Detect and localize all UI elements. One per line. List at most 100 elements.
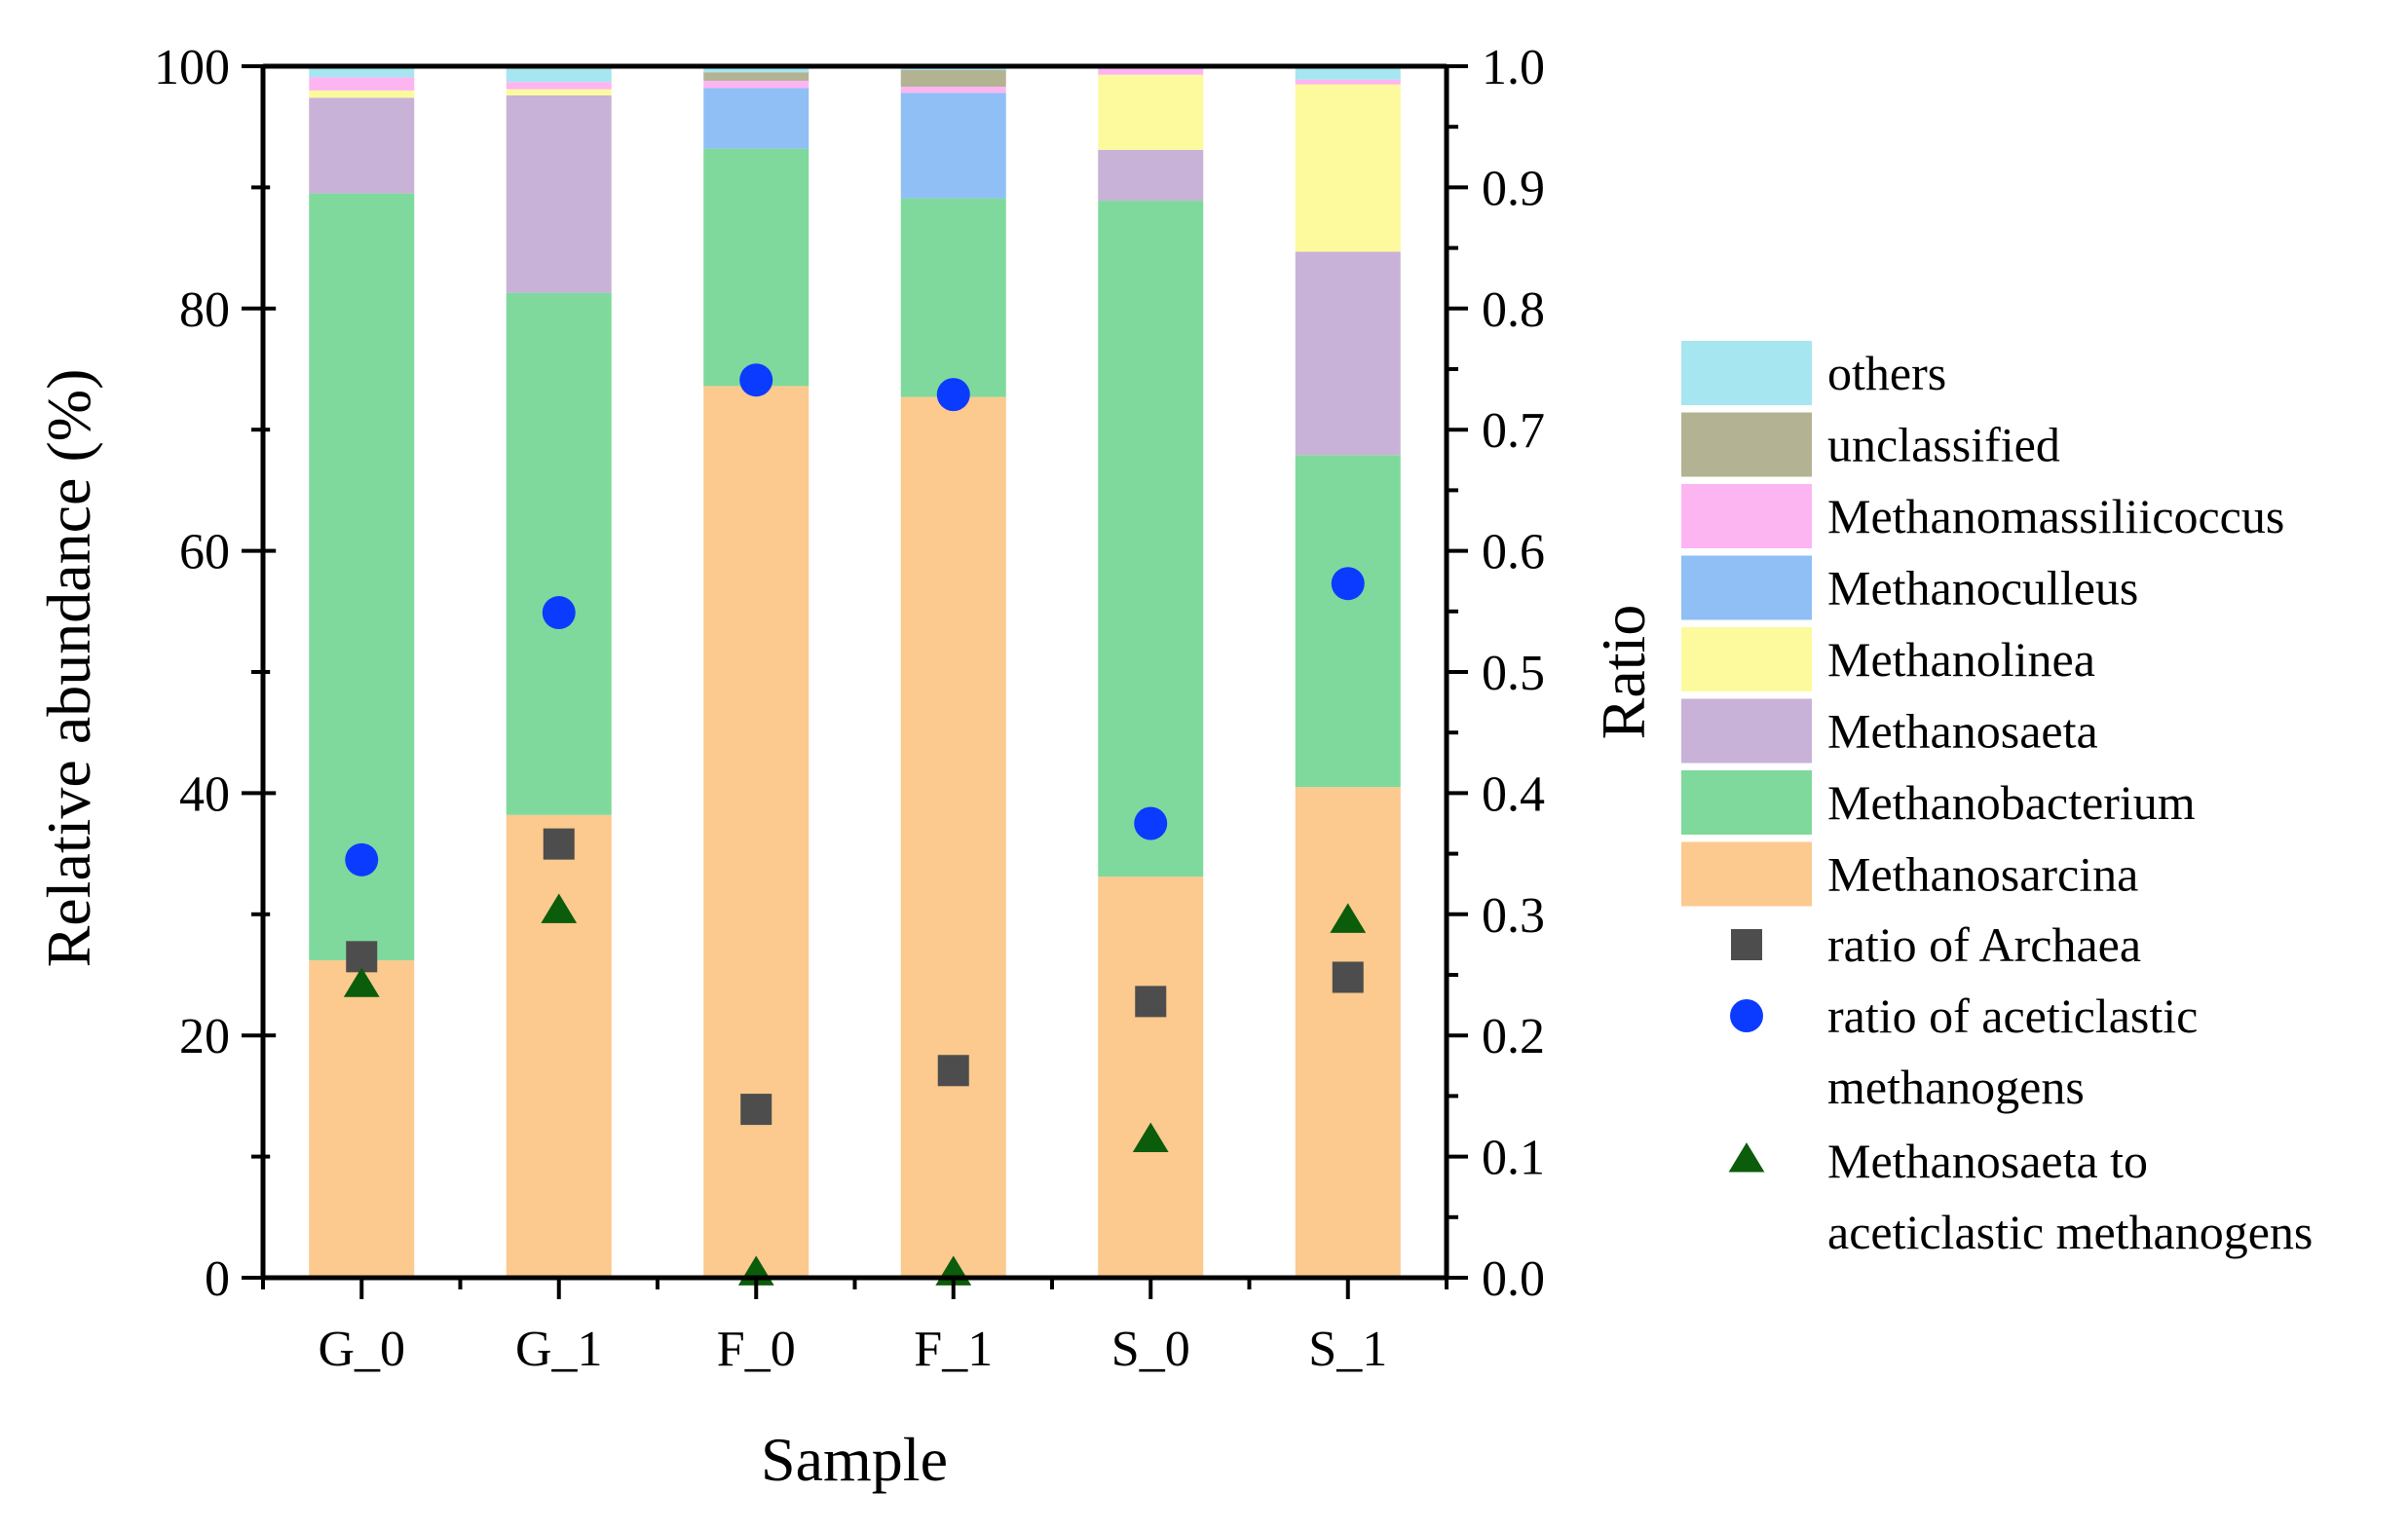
bar-segment-methanosaeta-s-0	[1098, 149, 1204, 202]
marker-methanosaeta-to-aceticlastic-methanogens-s-1	[1330, 903, 1367, 933]
axes-layer: 0 20 40 60 80 100 0.0 0.1 0.2 0.3 0.4 0.5 0.6 0.7 0.8 0…	[154, 40, 1545, 1377]
legend-label-others: others	[1827, 346, 1946, 400]
y2-axis-title: Ratio	[1589, 605, 1658, 740]
legend-swatch-others	[1681, 341, 1812, 405]
legend-marker-ratio-of-archaea	[1731, 929, 1762, 960]
bar-segment-methanosarcina-g-0	[309, 960, 415, 1278]
marker-ratio-of-archaea-s-0	[1135, 986, 1167, 1018]
bar-segment-methanolinea-s-0	[1098, 74, 1204, 150]
bar-segment-methanomassiliicoccus-g-1	[506, 82, 612, 90]
y-tick-label: 20	[179, 1009, 230, 1064]
y2-tick-label: 0.1	[1482, 1131, 1545, 1186]
bar-segment-methanobacterium-f-0	[703, 148, 809, 387]
legend-swatch-methanobacterium	[1681, 770, 1812, 835]
bar-segment-methanosarcina-s-0	[1098, 876, 1204, 1278]
legend-swatch-methanoculleus	[1681, 555, 1812, 620]
bar-segment-others-g-1	[506, 66, 612, 83]
marker-ratio-of-aceticlastic-methanogens-g-1	[542, 596, 576, 630]
bar-segment-methanosaeta-g-0	[309, 97, 415, 194]
x-tick-label-f-0: F_0	[717, 1322, 796, 1377]
bar-segment-methanosarcina-f-1	[900, 396, 1006, 1278]
marker-ratio-of-aceticlastic-methanogens-g-0	[345, 842, 379, 876]
legend-label-ratio-of-archaea-line1: ratio of Archaea	[1827, 917, 2141, 972]
bar-segment-others-g-0	[309, 66, 415, 78]
marker-methanosaeta-to-aceticlastic-methanogens-g-1	[541, 893, 578, 923]
y2-tick-label: 0.8	[1482, 282, 1545, 338]
bar-segment-methanomassiliicoccus-g-0	[309, 77, 415, 91]
x-tick-label-s-1: S_1	[1308, 1322, 1387, 1377]
y2-tick-label: 0.2	[1482, 1009, 1545, 1064]
y2-tick-label: 0.7	[1482, 403, 1545, 459]
y2-tick-label: 0.9	[1482, 161, 1545, 216]
marker-methanosaeta-to-aceticlastic-methanogens-s-0	[1132, 1122, 1169, 1152]
x-tick-label-g-1: G_1	[515, 1322, 603, 1377]
bar-segment-methanomassiliicoccus-f-1	[900, 87, 1006, 93]
bar-segment-methanobacterium-g-1	[506, 292, 612, 815]
y2-tick-label: 0.0	[1482, 1251, 1545, 1307]
bar-segment-methanosarcina-f-0	[703, 386, 809, 1278]
legend-label-methanosarcina: Methanosarcina	[1827, 847, 2138, 902]
bar-segment-methanobacterium-s-1	[1295, 455, 1401, 788]
bar-segment-methanosarcina-g-1	[506, 814, 612, 1278]
bar-segment-unclassified-f-0	[703, 72, 809, 81]
y-tick-label: 0	[205, 1251, 230, 1307]
bar-segment-methanomassiliicoccus-s-0	[1098, 68, 1204, 75]
x-tick-label-s-0: S_0	[1111, 1322, 1190, 1377]
bar-segment-others-s-1	[1295, 66, 1401, 80]
legend-label-methanomassiliicoccus: Methanomassiliicoccus	[1827, 489, 2284, 543]
y-tick-label: 80	[179, 282, 230, 338]
x-tick-label-f-1: F_1	[914, 1322, 993, 1377]
y2-tick-label: 1.0	[1482, 40, 1545, 95]
legend-label-methanosaeta: Methanosaeta	[1827, 704, 2098, 759]
marker-ratio-of-aceticlastic-methanogens-f-0	[739, 363, 773, 397]
y2-tick-label: 0.4	[1482, 766, 1545, 822]
bar-segment-methanosaeta-g-1	[506, 94, 612, 293]
legend-label-ratio-of-aceticlastic-line1: ratio of aceticlastic	[1827, 988, 2198, 1043]
bar-segment-methanolinea-g-1	[506, 89, 612, 95]
legend-swatch-methanomassiliicoccus	[1681, 484, 1812, 548]
bar-segment-methanosaeta-s-1	[1295, 251, 1401, 456]
legend-marker-methanosaeta-to	[1728, 1142, 1765, 1173]
legend-label-methanosaeta-to-line2: aceticlastic methanogens	[1827, 1205, 2313, 1259]
legend-label-methanolinea: Methanolinea	[1827, 632, 2095, 687]
legend-swatch-unclassified	[1681, 412, 1812, 477]
y-axis-title: Relative abundance (%)	[34, 369, 103, 968]
legend-label-unclassified: unclassified	[1827, 418, 2060, 472]
legend-label-ratio-of-aceticlastic-line2: methanogens	[1827, 1060, 2085, 1114]
legend-label-methanosaeta-to-line1: Methanosaeta to	[1827, 1134, 2148, 1188]
bar-segment-methanolinea-s-1	[1295, 84, 1401, 252]
y2-tick-label: 0.3	[1482, 888, 1545, 944]
x-axis-title: Sample	[761, 1425, 948, 1494]
marker-ratio-of-archaea-g-1	[543, 828, 575, 860]
marker-ratio-of-archaea-f-0	[740, 1094, 772, 1126]
marker-ratio-of-aceticlastic-methanogens-s-0	[1134, 806, 1168, 840]
marker-ratio-of-aceticlastic-methanogens-f-1	[936, 378, 970, 412]
marker-methanosaeta-to-aceticlastic-methanogens-g-0	[343, 967, 380, 997]
bar-segment-others-f-0	[703, 66, 809, 73]
bar-segment-unclassified-f-1	[900, 69, 1006, 88]
legend-swatch-methanosarcina	[1681, 841, 1812, 907]
legend-swatch-methanosaeta	[1681, 698, 1812, 764]
legend-marker-ratio-of-aceticlastic	[1730, 999, 1763, 1032]
bars-layer	[309, 66, 1401, 1278]
y-tick-label: 100	[154, 40, 230, 95]
legend-label-methanoculleus: Methanoculleus	[1827, 561, 2138, 615]
bar-segment-methanosarcina-s-1	[1295, 787, 1401, 1278]
legend: others unclassified Methanomassiliicoccus M…	[1681, 341, 2313, 1259]
bar-segment-methanobacterium-s-0	[1098, 201, 1204, 877]
markers-layer	[343, 363, 1367, 1286]
x-tick-label-g-0: G_0	[318, 1322, 405, 1377]
y2-tick-label: 0.5	[1482, 646, 1545, 701]
bar-segment-methanomassiliicoccus-s-1	[1295, 79, 1401, 85]
marker-ratio-of-archaea-s-1	[1332, 961, 1364, 993]
y2-tick-label: 0.6	[1482, 525, 1545, 580]
marker-ratio-of-archaea-g-0	[346, 941, 378, 973]
bar-segment-methanobacterium-f-1	[900, 198, 1006, 397]
y-tick-label: 60	[179, 525, 230, 580]
marker-ratio-of-aceticlastic-methanogens-s-1	[1331, 567, 1365, 601]
legend-swatch-methanolinea	[1681, 627, 1812, 691]
y-tick-label: 40	[179, 766, 230, 822]
bar-segment-methanoculleus-f-0	[703, 88, 809, 149]
marker-ratio-of-archaea-f-1	[937, 1055, 969, 1087]
